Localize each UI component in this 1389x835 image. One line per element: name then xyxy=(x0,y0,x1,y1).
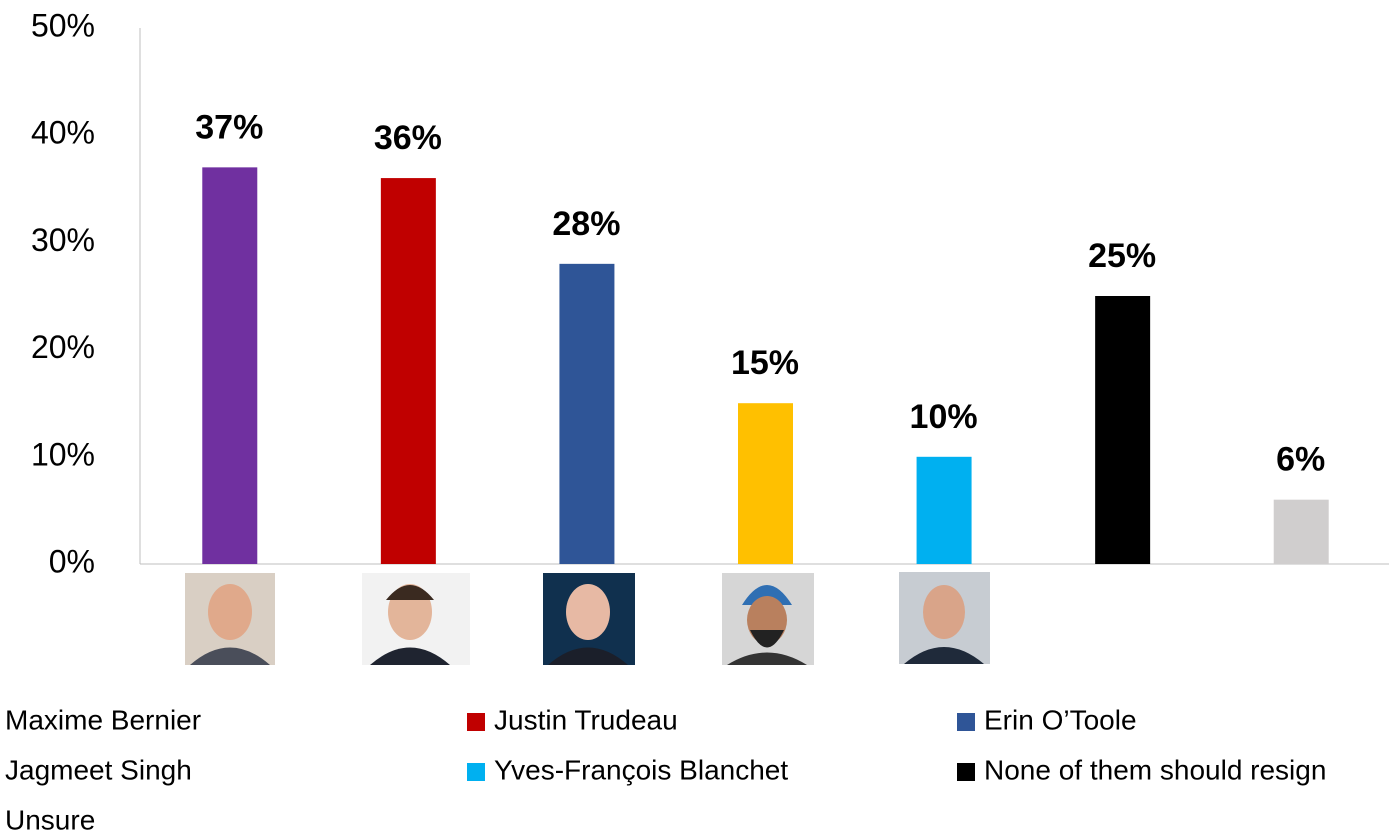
chart: 0% 10% 20% 30% 40% 50% 37% Maxime Bernier 36% Jus… xyxy=(0,0,1389,835)
portraits xyxy=(185,572,990,665)
legend-swatch xyxy=(957,763,975,781)
legend-swatch xyxy=(467,713,485,731)
portrait xyxy=(185,573,275,665)
y-tick-label: 20% xyxy=(31,329,95,365)
bar xyxy=(559,264,614,564)
value-label: 28% xyxy=(552,205,620,243)
bar xyxy=(381,178,436,564)
bar xyxy=(1274,500,1329,564)
value-label: 15% xyxy=(731,344,799,382)
portrait xyxy=(543,573,635,665)
portrait xyxy=(722,573,814,665)
bar xyxy=(917,457,972,564)
y-tick-label: 40% xyxy=(31,115,95,151)
legend-label: Justin Trudeau xyxy=(494,704,678,735)
legend-swatch xyxy=(467,763,485,781)
legend-label: Maxime Bernier xyxy=(5,704,201,735)
value-label: 10% xyxy=(910,398,978,436)
legend-label: Erin O’Toole xyxy=(984,704,1137,735)
portrait xyxy=(899,572,990,664)
legend-label: Unsure xyxy=(5,804,95,835)
value-label: 6% xyxy=(1276,441,1325,479)
y-tick-label: 50% xyxy=(31,7,95,43)
bar xyxy=(202,167,257,564)
portrait xyxy=(362,573,470,665)
value-label: 25% xyxy=(1088,237,1156,275)
bar xyxy=(738,403,793,564)
bar xyxy=(1095,296,1150,564)
value-label: 37% xyxy=(195,108,263,146)
legend-label: Yves-François Blanchet xyxy=(494,754,788,785)
value-label: 36% xyxy=(374,119,442,157)
legend-label: None of them should resign xyxy=(984,754,1326,785)
y-tick-label: 30% xyxy=(31,222,95,258)
legend-label: Jagmeet Singh xyxy=(5,754,192,785)
y-tick-label: 10% xyxy=(31,436,95,472)
legend-swatch xyxy=(957,713,975,731)
y-tick-label: 0% xyxy=(49,543,95,579)
